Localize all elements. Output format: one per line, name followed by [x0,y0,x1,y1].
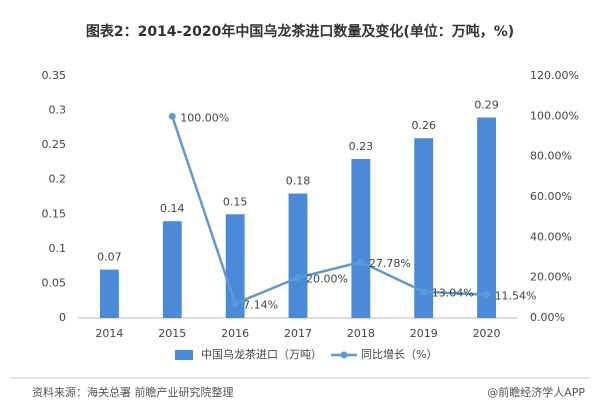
chart-title: 图表2：2014-2020年中国乌龙茶进口数量及变化(单位：万吨，%) [86,23,514,40]
y2-tick-label: 100.00% [530,109,579,122]
x-tick-label: 2014 [95,327,123,340]
y2-tick-label: 20.00% [530,271,572,284]
bar-value-label: 0.14 [160,202,185,215]
y2-tick-label: 0.00% [530,311,565,324]
legend-label: 中国乌龙茶进口（万吨） [201,347,322,361]
legend-label: 同比增长（%） [361,347,437,361]
y-tick-label: 0.05 [42,276,67,289]
y2-tick-label: 80.00% [530,150,572,163]
legend-swatch [340,351,348,359]
line-value-label: 100.00% [180,111,229,124]
bar [100,269,119,318]
x-tick-label: 2018 [347,327,375,340]
bar [288,193,308,318]
source: 资料来源：海关总署 前瞻产业研究院整理 [32,385,234,399]
line-point [231,300,239,308]
y2-tick-label: 60.00% [530,190,572,203]
line-point [294,274,302,282]
y2-tick-label: 120.00% [530,69,579,82]
bar [351,158,371,318]
bar [414,138,434,318]
line-value-label: 27.78% [369,257,411,270]
line-point [357,258,365,266]
y-tick-label: 0.2 [49,173,67,186]
line-point [483,291,491,299]
x-tick-label: 2015 [158,327,186,340]
y2-tick-label: 40.00% [530,230,572,243]
line-value-label: 7.14% [243,299,278,312]
bar-value-label: 0.29 [474,98,499,111]
credit: @前瞻经济学人APP [487,385,585,399]
line-point [168,112,176,120]
y-tick-label: 0.35 [42,69,67,82]
bar-value-label: 0.18 [286,175,311,188]
x-tick-label: 2019 [410,327,438,340]
bar-value-label: 0.26 [411,119,436,132]
x-tick-label: 2017 [284,327,312,340]
line-point [420,288,428,296]
bar-value-label: 0.23 [349,140,374,153]
line-value-label: 20.00% [306,273,348,286]
y-tick-label: 0.25 [42,138,67,151]
y-tick-label: 0 [59,311,66,324]
y-tick-label: 0.15 [42,207,67,220]
line-value-label: 11.54% [495,290,537,303]
bar-value-label: 0.07 [97,251,122,264]
line-value-label: 13.04% [432,287,474,300]
y-tick-label: 0.1 [49,242,67,255]
x-tick-label: 2020 [473,327,501,340]
y-tick-label: 0.3 [49,104,67,117]
line [171,115,487,306]
x-tick-label: 2016 [221,327,249,340]
bar-value-label: 0.15 [223,195,248,208]
legend-swatch [175,350,193,360]
bar [477,117,496,318]
bar [162,221,182,318]
